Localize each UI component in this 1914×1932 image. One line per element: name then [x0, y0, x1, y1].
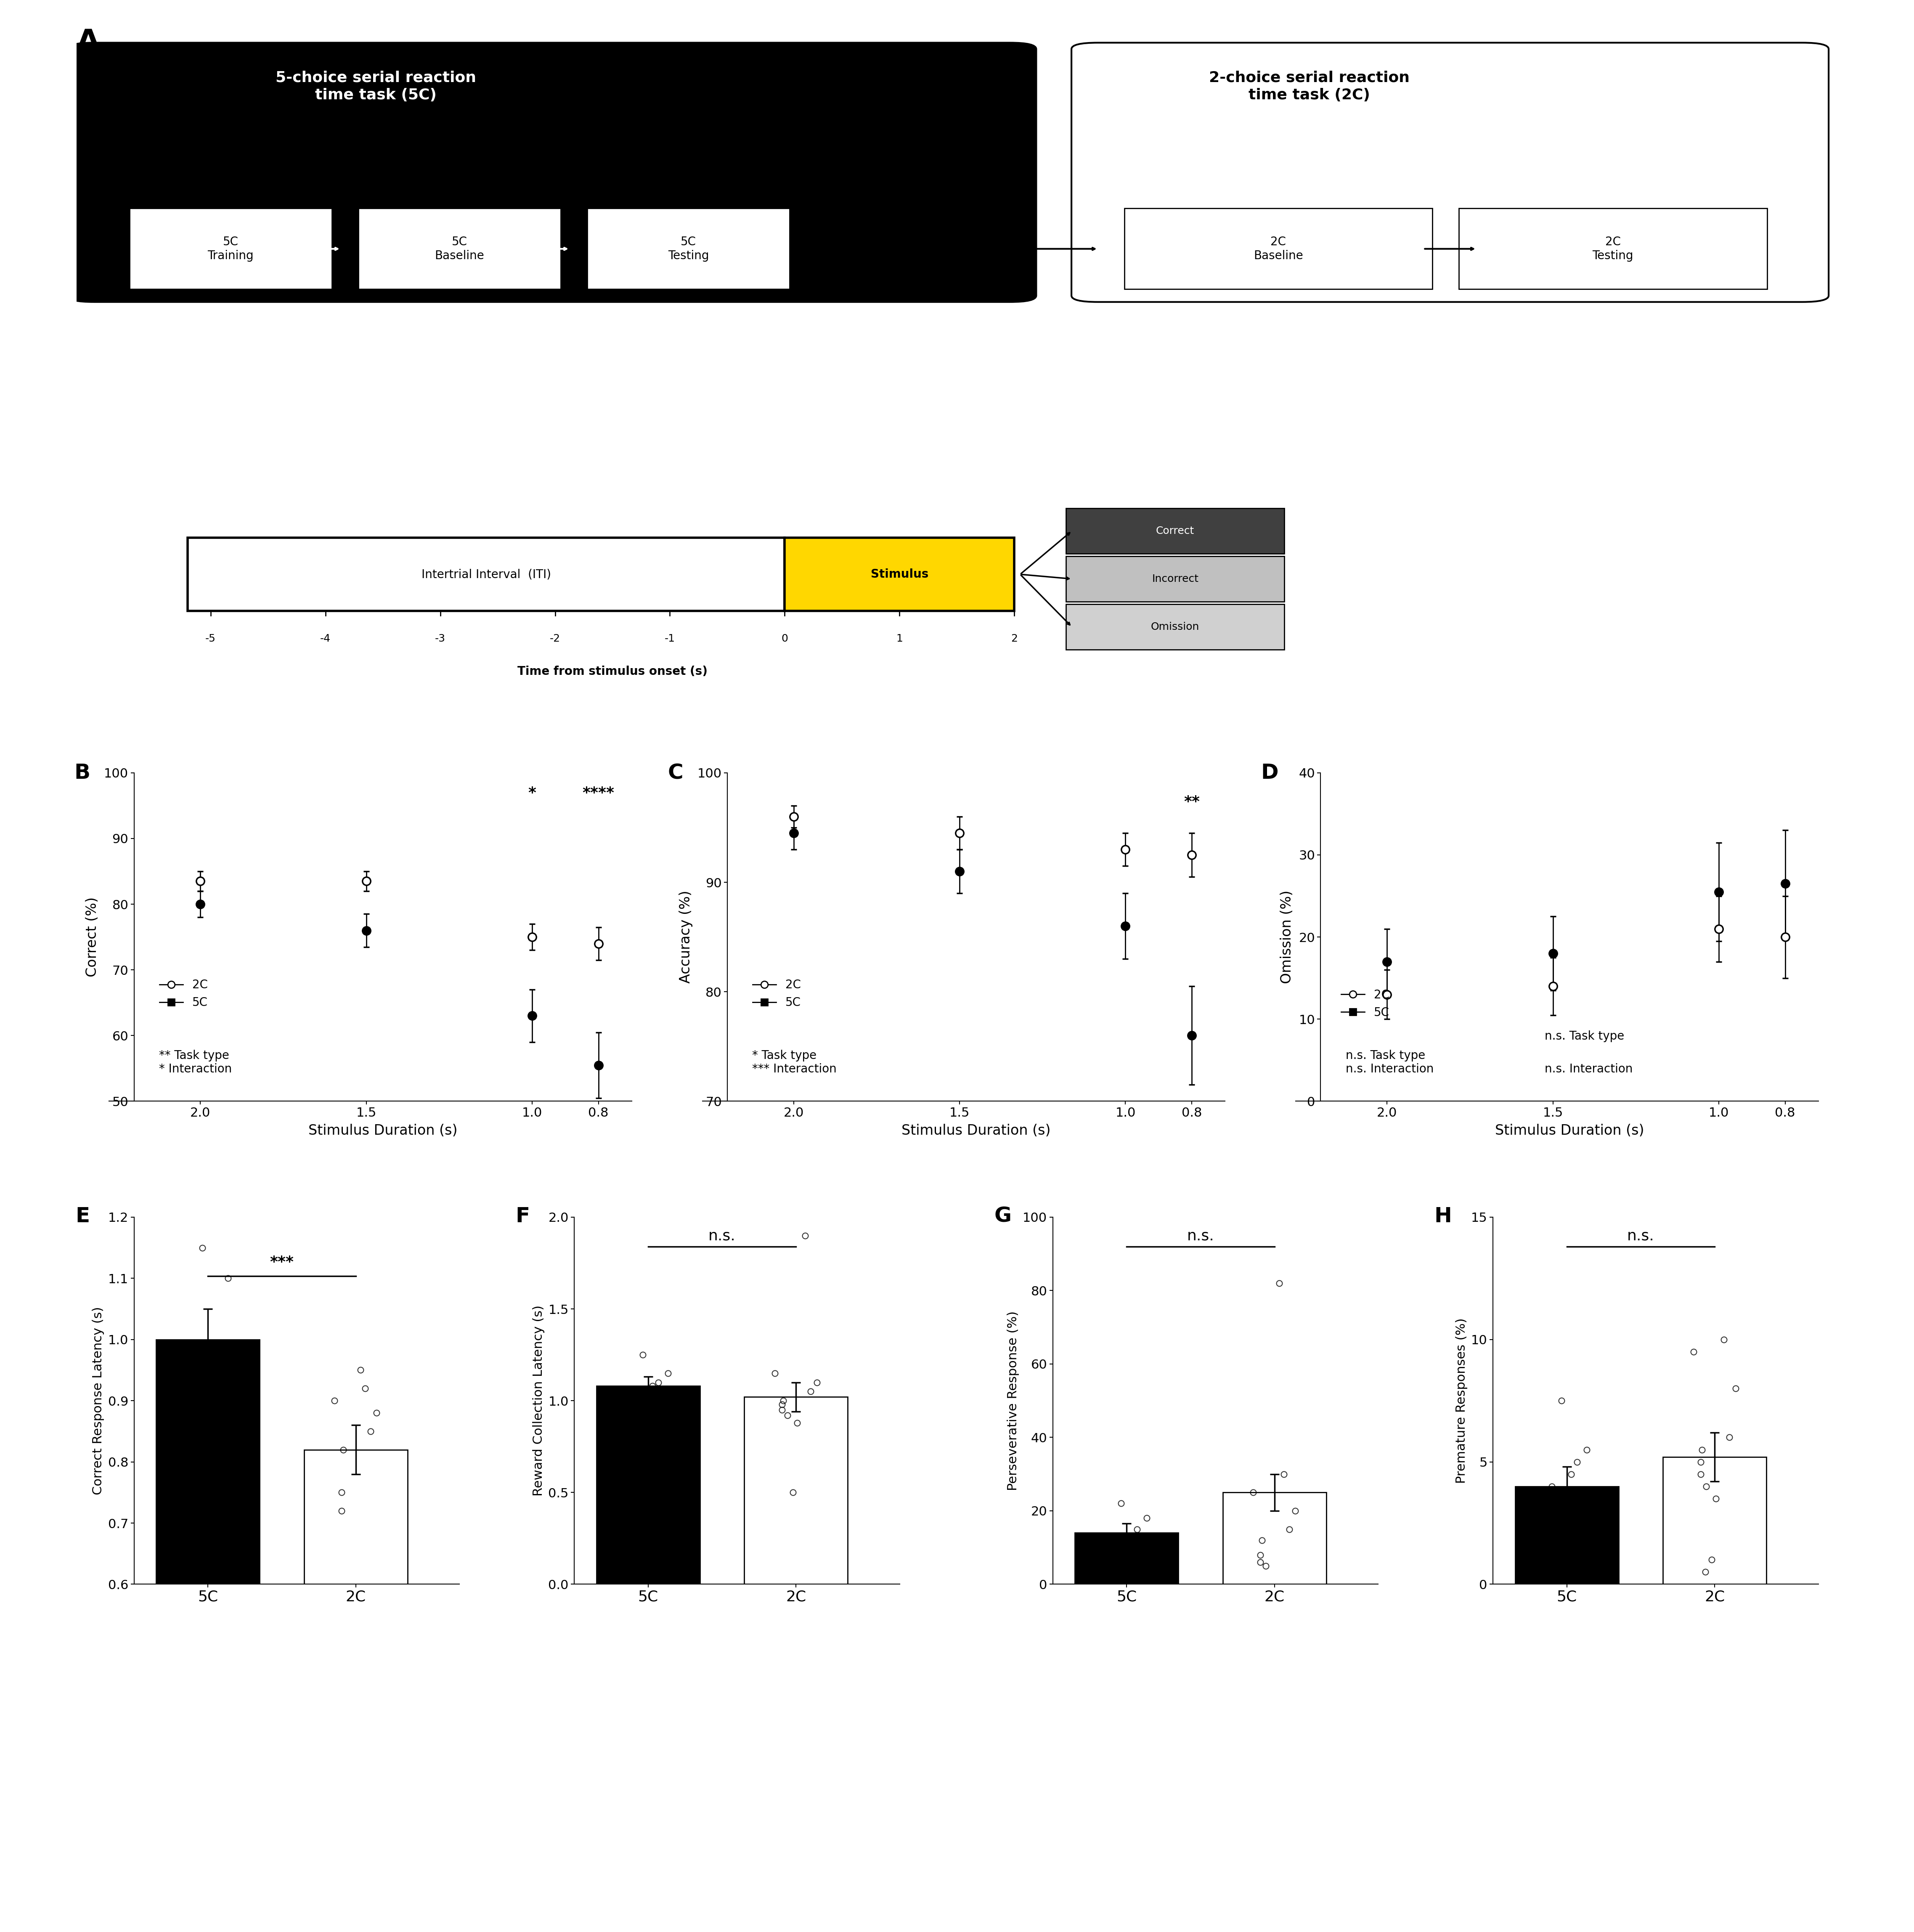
- Text: D: D: [1261, 763, 1279, 782]
- Text: 0: 0: [781, 634, 789, 643]
- FancyBboxPatch shape: [1066, 605, 1284, 649]
- Text: 2C
Baseline: 2C Baseline: [1254, 236, 1303, 261]
- Text: ** Task type
* Interaction: ** Task type * Interaction: [159, 1049, 232, 1074]
- FancyBboxPatch shape: [588, 209, 790, 290]
- Legend: 2C, 5C: 2C, 5C: [748, 974, 806, 1012]
- Text: Stimulus: Stimulus: [871, 568, 928, 580]
- Y-axis label: Premature Responses (%): Premature Responses (%): [1455, 1318, 1468, 1484]
- Y-axis label: Reward Collection Latency (s): Reward Collection Latency (s): [532, 1306, 545, 1495]
- Text: 5C
Baseline: 5C Baseline: [434, 236, 484, 261]
- Text: 5-choice serial reaction
time task (5C): 5-choice serial reaction time task (5C): [276, 70, 477, 102]
- Y-axis label: Correct Response Latency (s): Correct Response Latency (s): [92, 1306, 105, 1495]
- FancyBboxPatch shape: [1072, 43, 1828, 301]
- Bar: [1223, 1493, 1326, 1584]
- Text: 5C
Training: 5C Training: [207, 236, 255, 261]
- Text: E: E: [75, 1206, 90, 1227]
- FancyBboxPatch shape: [130, 209, 331, 290]
- Text: 2: 2: [1011, 634, 1018, 643]
- Text: -4: -4: [320, 634, 331, 643]
- FancyBboxPatch shape: [1066, 508, 1284, 554]
- Bar: [157, 1339, 260, 1932]
- Text: -2: -2: [549, 634, 561, 643]
- Text: B: B: [75, 763, 90, 782]
- FancyBboxPatch shape: [188, 537, 785, 611]
- Text: G: G: [993, 1206, 1011, 1227]
- Text: A: A: [77, 27, 100, 56]
- Text: Incorrect: Incorrect: [1152, 574, 1198, 583]
- Text: Correct: Correct: [1156, 526, 1194, 535]
- Bar: [1663, 1457, 1767, 1584]
- Text: 2-choice serial reaction
time task (2C): 2-choice serial reaction time task (2C): [1210, 70, 1409, 102]
- Text: *: *: [528, 786, 536, 800]
- Text: 2C
Testing: 2C Testing: [1592, 236, 1633, 261]
- Y-axis label: Correct (%): Correct (%): [86, 896, 100, 978]
- Text: Omission: Omission: [1150, 622, 1200, 632]
- Text: ****: ****: [582, 786, 614, 800]
- X-axis label: Stimulus Duration (s): Stimulus Duration (s): [1495, 1124, 1644, 1138]
- Text: C: C: [668, 763, 683, 782]
- Text: n.s.: n.s.: [1187, 1229, 1213, 1242]
- Bar: [745, 1397, 848, 1584]
- X-axis label: Stimulus Duration (s): Stimulus Duration (s): [308, 1124, 457, 1138]
- Text: 1: 1: [896, 634, 903, 643]
- Text: ***: ***: [270, 1254, 295, 1269]
- Y-axis label: Omission (%): Omission (%): [1280, 891, 1294, 983]
- FancyBboxPatch shape: [1124, 209, 1432, 290]
- Text: n.s. Interaction: n.s. Interaction: [1545, 1063, 1633, 1074]
- Text: **: **: [1183, 794, 1200, 810]
- Y-axis label: Perseverative Response (%): Perseverative Response (%): [1007, 1310, 1018, 1492]
- Bar: [597, 1385, 701, 1584]
- Text: Intertrial Interval  (ITI): Intertrial Interval (ITI): [421, 568, 551, 580]
- Bar: [1516, 1486, 1619, 1584]
- FancyBboxPatch shape: [358, 209, 561, 290]
- Text: F: F: [515, 1206, 530, 1227]
- Text: 5C
Testing: 5C Testing: [668, 236, 708, 261]
- FancyBboxPatch shape: [67, 43, 1035, 301]
- Text: Time from stimulus onset (s): Time from stimulus onset (s): [517, 665, 708, 678]
- Text: -3: -3: [434, 634, 446, 643]
- Bar: [304, 1449, 408, 1932]
- FancyBboxPatch shape: [1066, 556, 1284, 601]
- FancyBboxPatch shape: [1458, 209, 1767, 290]
- Text: n.s. Task type
n.s. Interaction: n.s. Task type n.s. Interaction: [1346, 1049, 1434, 1074]
- Bar: [1076, 1532, 1179, 1584]
- X-axis label: Stimulus Duration (s): Stimulus Duration (s): [901, 1124, 1051, 1138]
- Text: -5: -5: [205, 634, 216, 643]
- Text: -1: -1: [664, 634, 676, 643]
- FancyBboxPatch shape: [785, 537, 1014, 611]
- Y-axis label: Accuracy (%): Accuracy (%): [679, 891, 693, 983]
- Text: H: H: [1434, 1206, 1453, 1227]
- Text: * Task type
*** Interaction: * Task type *** Interaction: [752, 1049, 836, 1074]
- Text: n.s.: n.s.: [1627, 1229, 1654, 1242]
- Text: n.s.: n.s.: [708, 1229, 735, 1242]
- Legend: 2C, 5C: 2C, 5C: [1336, 985, 1393, 1024]
- Text: n.s. Task type: n.s. Task type: [1545, 1030, 1625, 1041]
- Legend: 2C, 5C: 2C, 5C: [155, 974, 212, 1012]
